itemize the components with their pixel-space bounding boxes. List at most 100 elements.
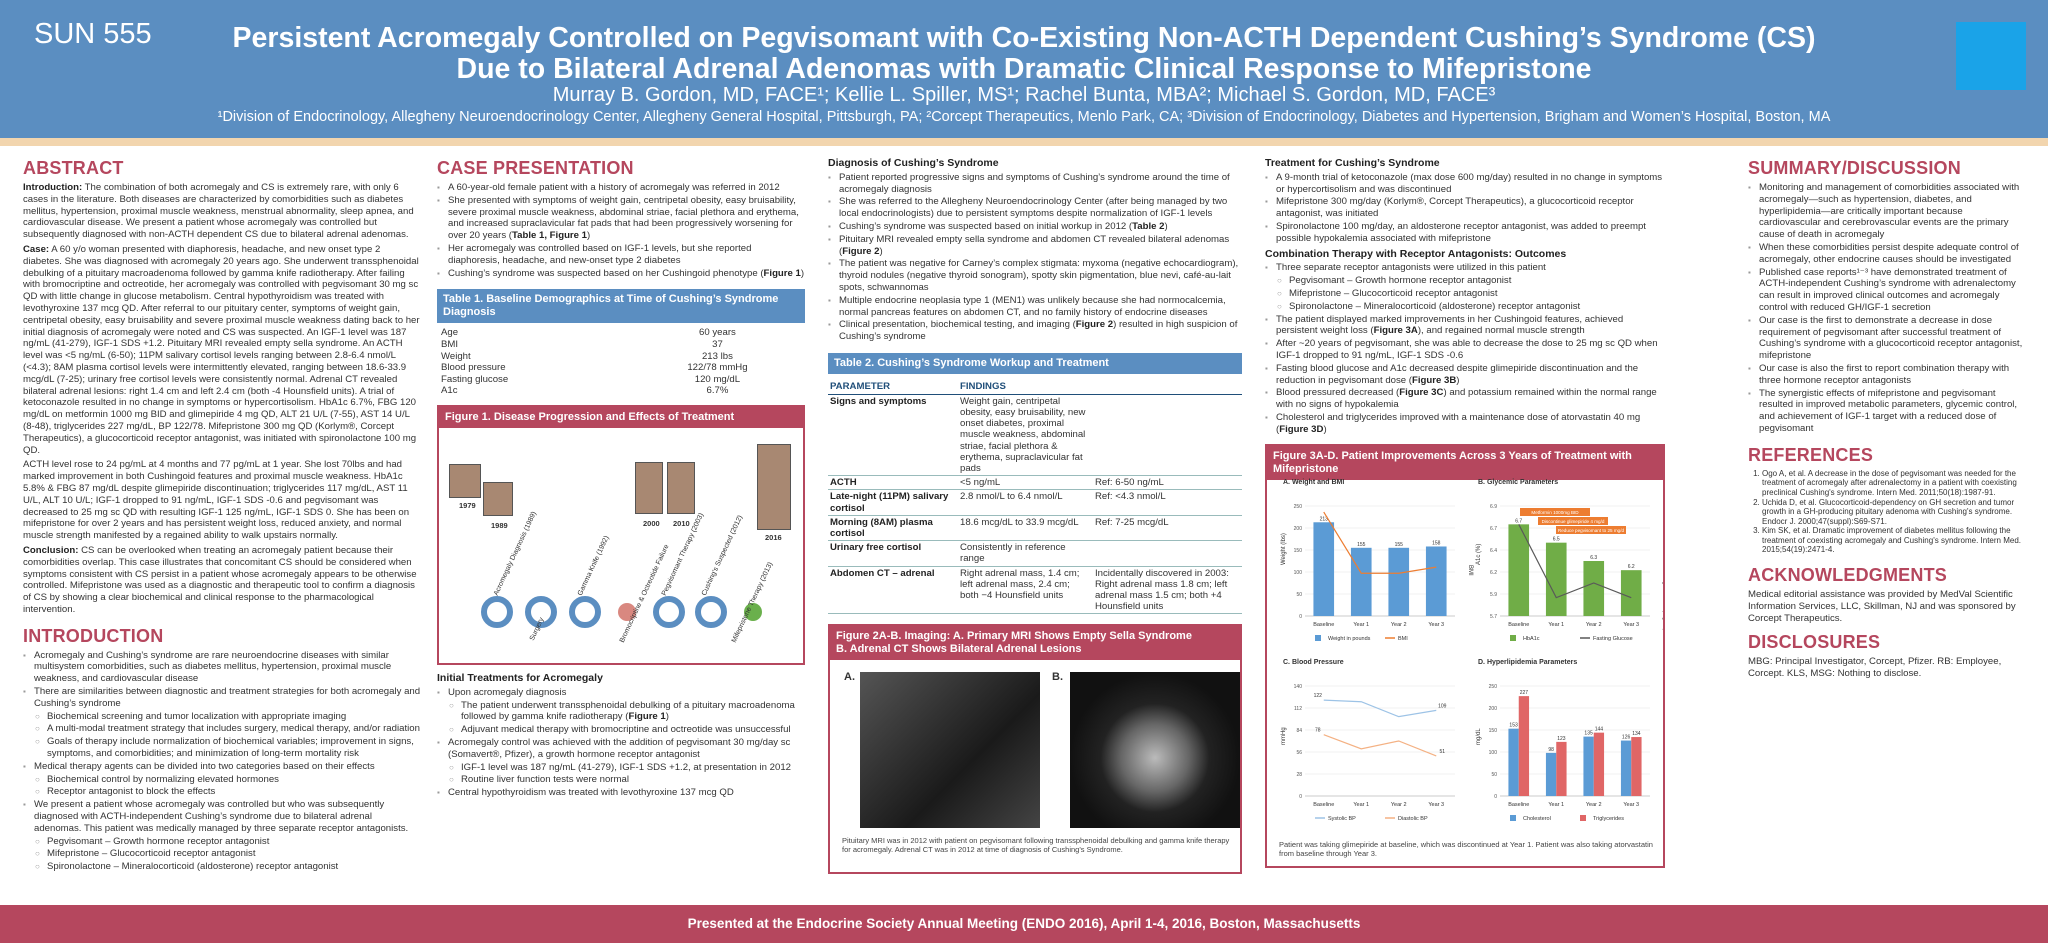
chart-data-label: 109 [1438, 703, 1447, 709]
table-cell-r: Ref: 7-25 mcg/dL [1093, 515, 1242, 542]
table-row: Urinary free cortisol Consistently in ref… [828, 540, 1242, 567]
chart-annotation: Reduce pegvisomant to 25 mg/d [1558, 528, 1625, 533]
list-item: Receptor antagonist to block the effects [23, 786, 421, 798]
figure-2-caption: Pituitary MRI was in 2012 with patient o… [842, 836, 1230, 855]
list-item: Cushing’s syndrome was suspected based o… [437, 268, 805, 280]
figure-3-charts: A. Weight and BMI Weight (lbs) BMI 0 50 100 15… [1281, 479, 1663, 822]
list-item: IGF-1 level was 187 ng/mL (41-279), IGF-… [437, 762, 805, 774]
column-4: Treatment for Cushing’s Syndrome A 9-mon… [1265, 157, 1665, 868]
timeline-year: 1989 [491, 520, 508, 530]
timeline-year: 1979 [459, 500, 476, 510]
chart-title: A. Weight and BMI [1283, 479, 1344, 486]
chart-data-label: 123 [1557, 735, 1566, 741]
timeline-circle [569, 595, 601, 628]
poster-id: SUN 555 [34, 18, 152, 50]
chart-tick-label: 112 [1294, 706, 1302, 712]
list-item: We present a patient whose acromegaly wa… [23, 799, 421, 834]
chart-bar [1508, 523, 1530, 616]
timeline-circle [481, 595, 513, 628]
list-item: The patient displayed marked improvement… [1265, 314, 1665, 338]
chart-bar [1583, 560, 1605, 616]
table-cell-f: Weight gain, centripetal obesity, easy b… [958, 394, 1093, 477]
disclosures-text: MBG: Principal Investigator, Corcept, Pf… [1748, 656, 2002, 680]
chart-annotation: Metformin 1000mg BID [1531, 510, 1579, 515]
chart-tick-label: 140 [1294, 684, 1303, 690]
chart-data-label: 155 [1395, 541, 1404, 547]
chart-data-label: 98 [1548, 746, 1554, 752]
reference-item: Ogo A, et al. A decrease in the dose of … [1762, 469, 2026, 498]
chart-data-label: 51 [1439, 748, 1445, 754]
abstract-case-label: Case: [23, 243, 50, 255]
diagnosis-b7-end: ) resulted in high suspicion of Cushing’… [839, 319, 1238, 343]
chart-bar [1620, 569, 1642, 616]
figure-3-caption: Patient was taking glimepiride at baseli… [1279, 839, 1653, 858]
list-item: Pegvisomant – Growth hormone receptor an… [1265, 275, 1665, 287]
abstract-case: Case: A 60 y/o woman presented with diap… [23, 244, 421, 456]
initial-list-2: Acromegaly control was achieved with the… [437, 737, 805, 761]
list-item: Mifepristone 300 mg/day (Korlym®, Corcep… [1265, 196, 1665, 220]
list-item: Blood pressured decreased (Figure 3C) an… [1265, 387, 1665, 411]
abstract-intro: Introduction: The combination of both ac… [23, 182, 421, 241]
column-5: SUMMARY/DISCUSSION Monitoring and manage… [1748, 158, 2026, 683]
legend-entry: Weight in pounds [1328, 636, 1371, 642]
chart-category-label: Year 3 [1428, 622, 1444, 628]
table-cell-value: 6.7% [706, 385, 729, 397]
header-stripe [0, 138, 2048, 146]
combination-sublist: Pegvisomant – Growth hormone receptor an… [1265, 275, 1665, 312]
timeline-dot [744, 602, 762, 621]
combination-b4-ref: Figure 3B [1412, 374, 1457, 386]
list-item: Her acromegaly was controlled based on I… [437, 243, 805, 267]
list-item: Adjuvant medical therapy with bromocript… [437, 724, 805, 736]
table-row: Late-night (11PM) salivary cortisol 2.8 n… [828, 489, 1242, 516]
list-item: Cushing’s syndrome was suspected based o… [828, 221, 1242, 233]
initial-list-3: Central hypothyroidism was treated with … [437, 787, 805, 799]
chart-category-label: Baseline [1508, 802, 1529, 808]
figure-2-title: Figure 2A-B. Imaging: A. Primary MRI Sho… [830, 626, 1240, 661]
chart-annotation: Discontinue glimepiride 4 mg/d [1542, 519, 1605, 524]
chart-ylabel: Weight (lbs) [1281, 533, 1287, 565]
timeline-circle [525, 595, 557, 628]
diagnosis-b7-ref: Figure 2 [1075, 319, 1114, 331]
chart-category-label: Year 1 [1548, 802, 1564, 808]
table-cell-r [1093, 394, 1242, 477]
list-item: After ~20 years of pegvisomant, she was … [1265, 338, 1665, 362]
chart-bar [1350, 547, 1372, 616]
list-item: Spironolactone – Mineralocorticoid (aldo… [1265, 301, 1665, 313]
list-item: There are similarities between diagnosti… [23, 686, 421, 710]
diagnosis-b3-ref: Table 2 [1132, 220, 1165, 232]
chart-category-label: Year 2 [1391, 622, 1407, 628]
figure-2-label-b: B. [1052, 671, 1063, 684]
case-b4-text: Cushing’s syndrome was suspected based o… [448, 267, 764, 279]
timeline-year: 2000 [643, 518, 660, 528]
timeline-label: Mifepristone Therapy (2013) [730, 561, 775, 644]
chart-category-label: Year 1 [1353, 622, 1369, 628]
legend-entry: Cholesterol [1523, 816, 1551, 822]
chart-title: B. Glycemic Parameters [1478, 479, 1558, 486]
chart-tick-label: 250 [1489, 684, 1498, 690]
table-2-header-findings: FINDINGS [958, 379, 1242, 395]
initial-sublist-2: IGF-1 level was 187 ng/mL (41-279), IGF-… [437, 762, 805, 787]
table-cell-r: Incidentally discovered in 2003: Right a… [1093, 566, 1242, 615]
list-item: The synergistic effects of mifepristone … [1748, 388, 2026, 435]
list-item: Monitoring and management of comorbiditi… [1748, 182, 2026, 241]
combination-b6-text: Cholesterol and triglycerides improved w… [1276, 411, 1641, 435]
chart-bar [1425, 546, 1447, 616]
diagnosis-list: Patient reported progressive signs and s… [828, 172, 1242, 343]
table-row: Signs and symptoms Weight gain, centripet… [828, 394, 1242, 477]
chart-data-label: 6.7 [1515, 518, 1522, 524]
chart-tick-label: 100 [1489, 750, 1498, 756]
table-2: Table 2. Cushing’s Syndrome Workup and T… [828, 352, 1242, 615]
table-1-title: Table 1. Baseline Demographics at Time o… [437, 289, 805, 324]
figure-1-timeline: 1979 1989 2000 2010 2016 Acromegaly Diagnosis… [439, 428, 803, 666]
chart-tick-label: 28 [1296, 772, 1302, 778]
chart-bar [1631, 736, 1642, 796]
diagnosis-b3-text: Cushing’s syndrome was suspected based o… [839, 220, 1133, 232]
table-row: Fasting glucose 120 mg/dL [437, 374, 805, 386]
chart-category-label: Year 2 [1586, 622, 1602, 628]
chart-data-label: 227 [1520, 690, 1529, 696]
combination-b4-end: ) [1456, 374, 1460, 386]
figure-2-title-line2: B. Adrenal CT Shows Bilateral Adrenal Le… [836, 643, 1082, 656]
introduction-title: INTRODUCTION [23, 625, 164, 646]
list-item: Routine liver function tests were normal [437, 774, 805, 786]
chart-tick-label: 5.9 [1490, 592, 1497, 598]
